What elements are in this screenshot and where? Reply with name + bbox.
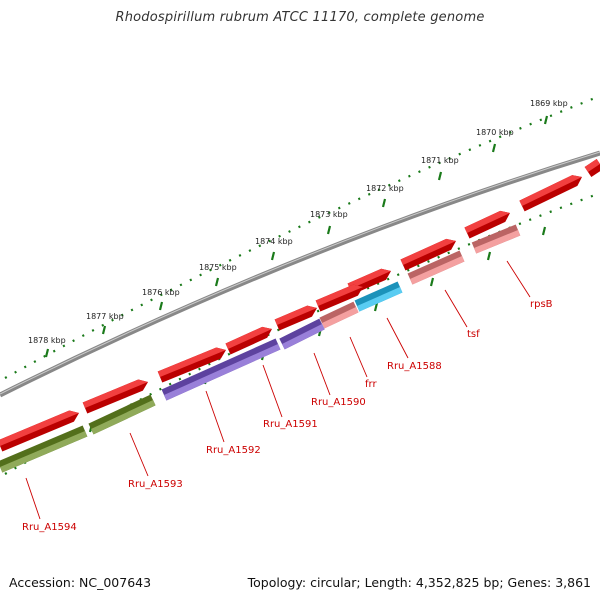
- leader-line: [205, 390, 225, 443]
- gene-label-rpsB[interactable]: rpsB: [530, 299, 553, 310]
- Rru_A1593-gene[interactable]: [88, 394, 156, 435]
- kbp-label-1877: 1877 kbp: [86, 312, 124, 321]
- kbp-label-1874: 1874 kbp: [255, 237, 293, 246]
- forward-gene[interactable]: [274, 305, 317, 331]
- gene-label-Rru_A1591[interactable]: Rru_A1591: [263, 419, 318, 430]
- leader-line: [129, 432, 149, 477]
- forward-strand-genes: [0, 159, 600, 452]
- forward-gene[interactable]: [464, 210, 510, 239]
- forward-gene[interactable]: [315, 284, 363, 312]
- label-leader-lines: [25, 260, 531, 520]
- gene-label-frr[interactable]: frr: [365, 379, 377, 390]
- leader-line: [25, 477, 41, 520]
- kbp-label-1869: 1869 kbp: [530, 99, 568, 108]
- genome-backbone-highlight: [0, 151, 600, 395]
- map-title: Rhodospirillum rubrum ATCC 11170, comple…: [115, 10, 485, 25]
- rpsB-gene[interactable]: [471, 224, 521, 254]
- accession-text: Accession: NC_007643: [9, 575, 152, 590]
- kbp-label-1876: 1876 kbp: [142, 288, 180, 297]
- reverse-strand-genes: [0, 224, 521, 473]
- inner-major-tick: [373, 302, 379, 312]
- outer-major-tick: [101, 325, 107, 335]
- outer-major-tick: [381, 198, 387, 208]
- leader-line: [444, 289, 468, 328]
- kbp-label-1870: 1870 kbp: [476, 128, 514, 137]
- tsf-gene[interactable]: [407, 250, 465, 285]
- gene-label-Rru_A1593[interactable]: Rru_A1593: [128, 479, 183, 490]
- Rru_A1591-gene[interactable]: [161, 338, 281, 401]
- outer-major-tick: [214, 277, 220, 287]
- major-ticks: [29, 115, 549, 459]
- forward-gene[interactable]: [519, 175, 582, 212]
- kbp-label-1871: 1871 kbp: [421, 156, 459, 165]
- forward-gene[interactable]: [82, 379, 148, 414]
- outer-major-tick: [491, 143, 497, 153]
- Rru_A1588-gene[interactable]: [354, 281, 403, 312]
- leader-line: [506, 260, 531, 298]
- Rru_A1590-gene[interactable]: [279, 318, 325, 350]
- outer-major-tick: [543, 115, 549, 125]
- leader-line: [262, 364, 283, 418]
- gene-label-tsf[interactable]: tsf: [467, 329, 480, 340]
- leader-line: [386, 317, 409, 359]
- Rru_A1594-gene[interactable]: [0, 425, 88, 473]
- frr-gene[interactable]: [319, 301, 359, 329]
- kbp-label-1872: 1872 kbp: [366, 184, 404, 193]
- gene-label-Rru_A1588[interactable]: Rru_A1588: [387, 361, 442, 372]
- gene-label-Rru_A1590[interactable]: Rru_A1590: [311, 397, 366, 408]
- outer-major-tick: [158, 301, 164, 311]
- genome-backbone: [0, 150, 600, 398]
- leader-line: [313, 352, 331, 396]
- forward-gene[interactable]: [584, 159, 600, 177]
- kbp-label-1875: 1875 kbp: [199, 263, 237, 272]
- inner-major-tick: [429, 277, 435, 287]
- outer-major-tick: [270, 251, 276, 261]
- inner-major-tick: [541, 226, 547, 236]
- kbp-label-1878: 1878 kbp: [28, 336, 66, 345]
- outer-major-tick: [326, 225, 332, 235]
- leader-line: [349, 336, 368, 378]
- forward-gene[interactable]: [400, 238, 456, 271]
- inner-major-tick: [486, 251, 492, 261]
- forward-gene[interactable]: [0, 410, 79, 452]
- kbp-label-1873: 1873 kbp: [310, 210, 348, 219]
- outer-tick-ring: [4, 96, 596, 379]
- forward-gene[interactable]: [157, 347, 226, 383]
- outer-major-tick: [437, 171, 443, 181]
- genome-summary-text: Topology: circular; Length: 4,352,825 bp…: [247, 575, 591, 590]
- forward-gene[interactable]: [225, 326, 272, 355]
- gene-label-Rru_A1592[interactable]: Rru_A1592: [206, 445, 261, 456]
- gene-label-Rru_A1594[interactable]: Rru_A1594: [22, 522, 77, 533]
- outer-major-tick: [44, 348, 50, 358]
